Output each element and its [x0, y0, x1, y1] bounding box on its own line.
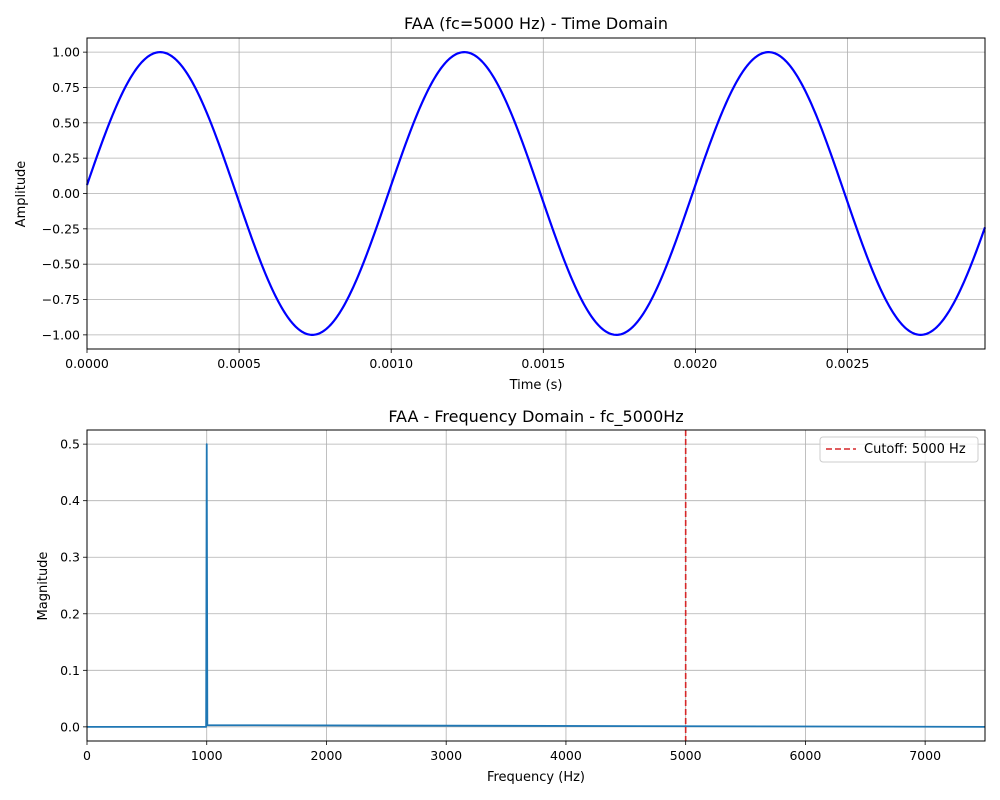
time-domain-x-tick-label: 0.0005	[217, 356, 261, 371]
time-domain-y-ticks: −1.00 −0.75 −0.50 −0.25 0.00 0.25 0.50 0.75 1.00	[42, 45, 87, 342]
time-domain-y-tick-label: 0.00	[52, 186, 80, 201]
time-domain-x-tick-label: 0.0015	[521, 356, 565, 371]
frequency-domain-series	[87, 443, 986, 728]
time-domain-x-tick-label: 0.0010	[369, 356, 413, 371]
frequency-domain-y-tick-label: 0.3	[60, 550, 80, 565]
frequency-domain-y-label: Magnitude	[36, 552, 51, 621]
time-domain-y-label: Amplitude	[14, 161, 29, 228]
frequency-domain-plot-frame	[86, 429, 986, 742]
time-domain-y-tick-label: 0.25	[52, 151, 80, 166]
time-domain-y-tick-label: −0.75	[42, 292, 80, 307]
time-domain-x-tick-label: 0.0000	[65, 356, 109, 371]
frequency-domain-legend: Cutoff: 5000 Hz	[819, 436, 979, 463]
frequency-domain-x-tick-label: 6000	[789, 748, 821, 763]
frequency-domain-y-tick-label: 0.5	[60, 437, 80, 452]
time-domain-x-tick-label: 0.0020	[674, 356, 718, 371]
time-domain-x-tick-label: 0.0025	[826, 356, 870, 371]
frequency-domain-x-tick-label: 7000	[909, 748, 941, 763]
time-domain-x-label: Time (s)	[509, 378, 563, 393]
time-domain-x-ticks: 0.0000 0.0005 0.0010 0.0015 0.0020 0.0025	[65, 349, 869, 371]
frequency-domain-x-tick-label: 1000	[191, 748, 223, 763]
frequency-domain-x-tick-label: 3000	[430, 748, 462, 763]
time-domain-y-tick-label: −0.50	[42, 257, 80, 272]
frequency-domain-grid	[86, 430, 985, 741]
frequency-domain-y-ticks: 0.0 0.1 0.2 0.3 0.4 0.5	[60, 437, 87, 734]
time-domain-chart: FAA (fc=5000 Hz) - Time Domain 0.0000 0.0…	[14, 14, 987, 393]
frequency-domain-x-label: Frequency (Hz)	[487, 770, 585, 785]
time-domain-y-tick-label: 0.75	[52, 80, 80, 95]
frequency-domain-y-tick-label: 0.4	[60, 493, 80, 508]
frequency-domain-chart: FAA - Frequency Domain - fc_5000Hz 0 1000…	[36, 407, 986, 785]
time-domain-series	[85, 51, 987, 336]
time-domain-y-tick-label: −0.25	[42, 221, 80, 236]
frequency-domain-x-tick-label: 2000	[311, 748, 343, 763]
frequency-domain-y-tick-label: 0.0	[60, 719, 80, 734]
time-domain-grid	[86, 38, 985, 349]
time-domain-y-tick-label: 0.50	[52, 115, 80, 130]
time-domain-series-line	[85, 51, 987, 336]
frequency-domain-y-tick-label: 0.2	[60, 606, 80, 621]
frequency-domain-x-tick-label: 4000	[550, 748, 582, 763]
frequency-domain-x-tick-label: 0	[83, 748, 91, 763]
frequency-domain-title: FAA - Frequency Domain - fc_5000Hz	[388, 407, 683, 427]
frequency-domain-x-ticks: 0 1000 2000 3000 4000 5000 6000 7000	[83, 741, 941, 763]
time-domain-y-tick-label: −1.00	[42, 327, 80, 342]
time-domain-y-tick-label: 1.00	[52, 45, 80, 60]
frequency-domain-series-line	[87, 443, 986, 728]
time-domain-title: FAA (fc=5000 Hz) - Time Domain	[404, 14, 668, 33]
frequency-domain-y-tick-label: 0.1	[60, 663, 80, 678]
frequency-domain-x-tick-label: 5000	[670, 748, 702, 763]
legend-cutoff-label: Cutoff: 5000 Hz	[864, 442, 966, 457]
legend-box	[819, 436, 979, 463]
